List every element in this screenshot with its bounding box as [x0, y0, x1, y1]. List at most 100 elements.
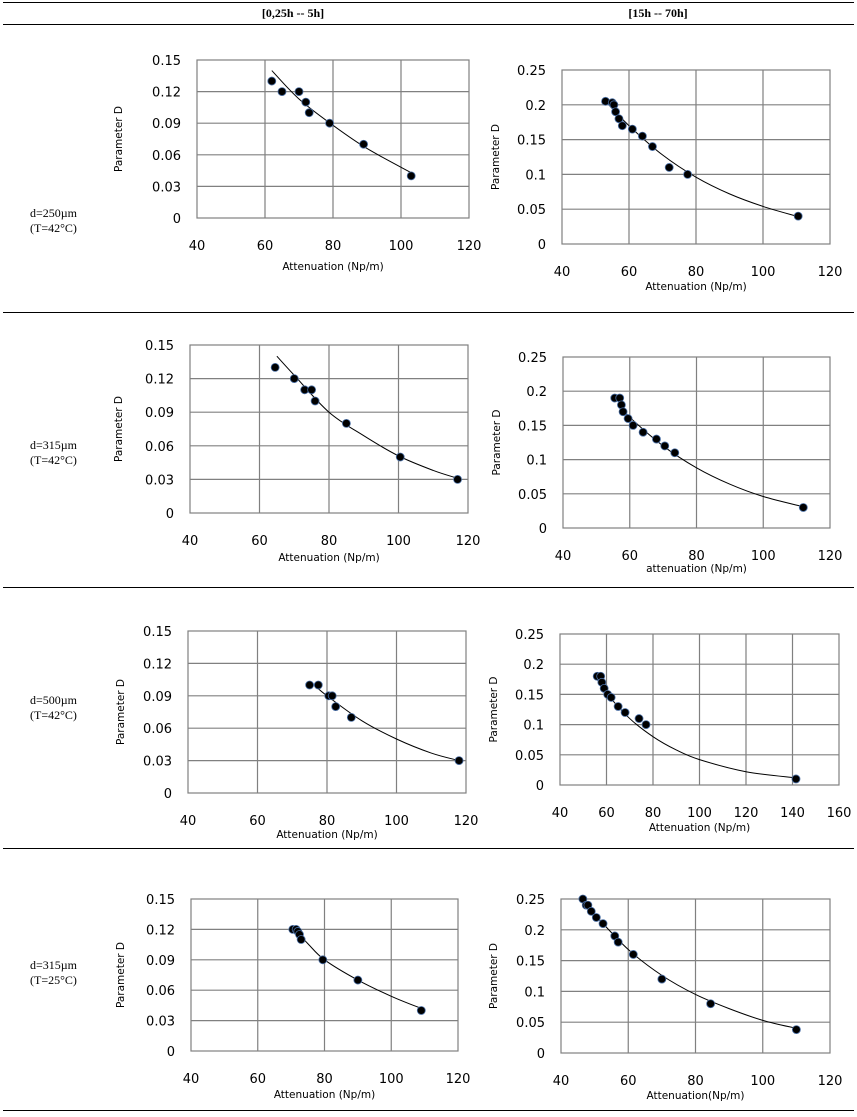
- y-tick-label: 0.15: [145, 339, 174, 354]
- y-tick-label: 0.25: [516, 893, 545, 908]
- data-point: [623, 414, 633, 423]
- data-point: [313, 680, 323, 690]
- y-tick-label: 0.2: [525, 99, 546, 114]
- x-tick-label: 40: [189, 239, 206, 254]
- x-axis-title: Attenuation(Np/m): [646, 1090, 744, 1102]
- data-point: [648, 142, 657, 151]
- table-top-rule: [3, 2, 854, 3]
- data-point: [359, 139, 369, 149]
- x-tick-label: 160: [827, 806, 852, 821]
- x-tick-label: 100: [379, 1072, 404, 1087]
- data-point: [793, 211, 803, 221]
- x-tick-label: 40: [183, 1072, 200, 1087]
- y-tick-label: 0.25: [515, 628, 544, 643]
- y-tick-label: 0.15: [518, 419, 547, 434]
- x-tick-label: 80: [316, 1072, 333, 1087]
- data-point: [301, 97, 311, 107]
- y-axis-title: Parameter D: [490, 124, 502, 190]
- x-axis-title: Attenuation (Np/m): [645, 281, 746, 293]
- data-point: [305, 680, 315, 690]
- y-tick-label: 0.06: [146, 984, 175, 999]
- data-point: [638, 427, 648, 437]
- y-tick-label: 0.05: [516, 1016, 545, 1031]
- y-tick-label: 0.09: [143, 690, 172, 705]
- x-tick-label: 120: [446, 1072, 471, 1087]
- y-tick-label: 0.15: [516, 955, 545, 970]
- y-tick-label: 0.12: [146, 923, 175, 938]
- x-tick-label: 120: [456, 534, 481, 549]
- data-point: [331, 702, 341, 711]
- data-point: [657, 974, 667, 984]
- y-axis-title: Parameter D: [113, 106, 125, 172]
- y-tick-label: 0.06: [145, 440, 174, 455]
- y-tick-label: 0.1: [524, 985, 545, 1000]
- data-point: [353, 975, 363, 985]
- data-point: [304, 108, 314, 118]
- data-point: [614, 114, 624, 124]
- row-label-temperature: (T=42°C): [30, 708, 77, 722]
- y-tick-label: 0.12: [145, 373, 174, 388]
- y-axis-title: Parameter D: [488, 943, 500, 1009]
- row-label: d=315µm (T=42°C): [30, 438, 77, 468]
- row-label: d=250µm (T=42°C): [30, 206, 77, 236]
- x-axis-title: Attenuation (Np/m): [274, 1089, 375, 1101]
- chart-r3-right: 40 60 80 100 120 140 160 0 0.05 0.1 0.15 0.2 0.25 Att…: [488, 628, 851, 834]
- x-tick-label: 40: [180, 814, 197, 829]
- y-tick-label: 0.15: [152, 54, 181, 69]
- chart-r2-left: 40 60 80 100 120 0 0.03 0.06 0.09 0.12 0.15 Attenua…: [113, 339, 480, 564]
- y-tick-label: 0.03: [145, 473, 174, 488]
- x-tick-label: 60: [251, 534, 268, 549]
- data-point: [791, 1025, 801, 1034]
- data-point: [670, 448, 680, 458]
- x-tick-label: 40: [555, 549, 572, 564]
- x-tick-label: 100: [384, 814, 409, 829]
- column-header-long-time: [15h -- 70h]: [628, 6, 688, 20]
- x-tick-label: 80: [319, 814, 336, 829]
- data-point: [628, 420, 638, 430]
- data-point: [586, 906, 596, 916]
- x-tick-label: 80: [687, 1074, 704, 1089]
- y-tick-label: 0: [164, 787, 172, 802]
- data-point: [641, 720, 651, 729]
- y-tick-label: 0.05: [517, 203, 546, 218]
- x-axis-title: Attenuation (Np/m): [282, 261, 383, 273]
- y-tick-label: 0: [173, 212, 181, 227]
- data-point: [683, 169, 693, 179]
- y-tick-label: 0.09: [146, 954, 175, 969]
- x-tick-label: 60: [249, 814, 266, 829]
- x-tick-label: 120: [457, 239, 482, 254]
- data-point: [341, 418, 351, 428]
- data-point: [327, 691, 337, 701]
- y-tick-label: 0.09: [145, 406, 174, 421]
- x-axis-title: attenuation (Np/m): [646, 563, 747, 575]
- x-tick-label: 60: [621, 549, 638, 564]
- x-tick-label: 140: [780, 806, 805, 821]
- x-tick-label: 40: [552, 806, 569, 821]
- data-point: [310, 396, 320, 406]
- y-tick-label: 0.15: [143, 625, 172, 640]
- x-tick-label: 60: [249, 1072, 266, 1087]
- data-point: [454, 756, 464, 765]
- row-label-temperature: (T=42°C): [30, 453, 77, 467]
- chart-r4-left: 40 60 80 100 120 0 0.03 0.06 0.09 0.12 0.15 Attenua…: [115, 893, 470, 1101]
- data-point: [325, 118, 335, 128]
- x-tick-label: 120: [818, 549, 843, 564]
- x-tick-label: 80: [688, 549, 705, 564]
- y-tick-label: 0: [539, 522, 547, 537]
- y-tick-label: 0.12: [143, 657, 172, 672]
- data-point: [611, 107, 620, 117]
- y-axis-title: Parameter D: [115, 679, 127, 745]
- y-tick-label: 0.1: [525, 168, 546, 183]
- row-label: d=500µm (T=42°C): [30, 693, 77, 723]
- y-tick-label: 0.15: [146, 893, 175, 908]
- x-axis-title: Attenuation (Np/m): [278, 552, 379, 564]
- x-tick-label: 80: [325, 239, 342, 254]
- row-separator: [3, 312, 854, 313]
- data-point: [277, 87, 287, 96]
- y-tick-label: 0: [537, 1047, 545, 1062]
- row-label: d=315µm (T=25°C): [30, 958, 77, 988]
- x-tick-label: 40: [554, 265, 571, 280]
- data-point: [620, 708, 630, 717]
- data-point: [307, 385, 317, 395]
- y-tick-label: 0: [167, 1045, 175, 1060]
